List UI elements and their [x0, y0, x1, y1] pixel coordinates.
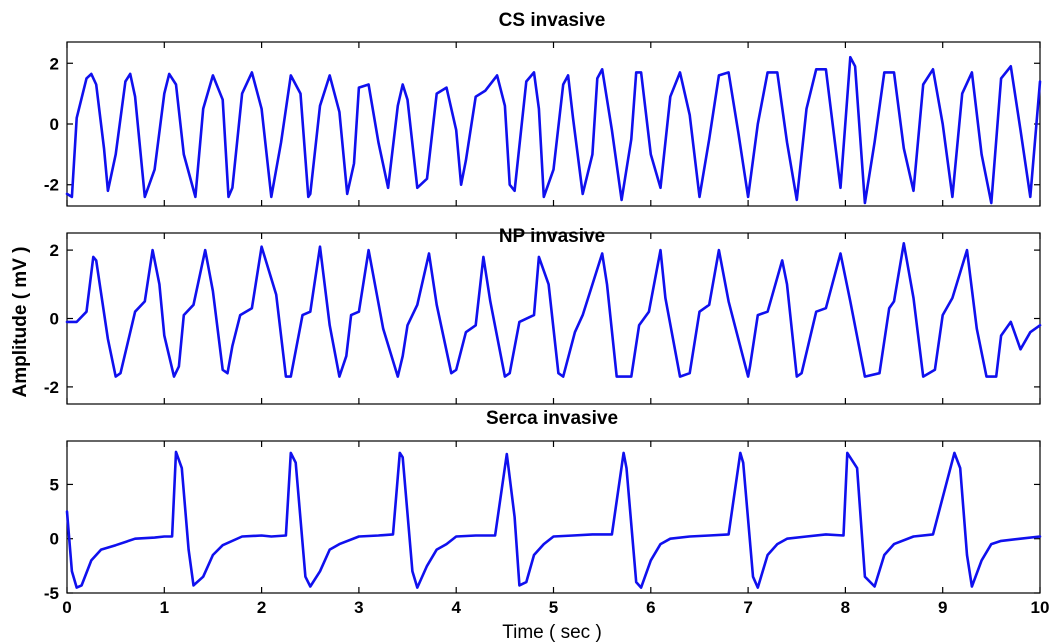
- y-tick-label: -2: [44, 378, 59, 397]
- x-tick-label: 7: [743, 598, 752, 617]
- x-tick-label: 10: [1031, 598, 1050, 617]
- panel-cs-invasive: CS invasive 2 0 -2: [44, 10, 1042, 207]
- y-tick-label: -5: [44, 584, 59, 603]
- panel-serca-invasive: Serca invasive 50-50 1 2 3 4 5 6 7 8 9 10: [44, 408, 1050, 617]
- x-tick-label: 0: [62, 598, 71, 617]
- x-tick-label: 9: [938, 598, 947, 617]
- panel-title-serca: Serca invasive: [486, 408, 618, 429]
- series-line-cs: [65, 55, 1042, 205]
- y-tick-label: -2: [44, 176, 59, 195]
- y-tick-label: 2: [50, 241, 59, 260]
- panel-title-np: NP invasive: [499, 226, 605, 247]
- series-line-np: [65, 242, 1042, 378]
- x-tick-label: 1: [160, 598, 169, 617]
- axes-frame-serca: [66, 440, 1041, 594]
- y-tick-label: 0: [50, 530, 59, 549]
- x-tick-label: 8: [841, 598, 850, 617]
- y-tick-label: 5: [50, 475, 59, 494]
- panel-np-invasive: NP invasive 2 0 -2: [44, 226, 1042, 405]
- x-tick-label: 4: [451, 598, 461, 617]
- y-axis-label: Amplitude ( mV ): [10, 247, 31, 398]
- y-tick-label: 0: [50, 310, 59, 329]
- axes-frame-cs: [66, 41, 1041, 207]
- series-line-serca: [65, 450, 1042, 589]
- x-tick-label: 2: [257, 598, 266, 617]
- x-tick-label: 6: [646, 598, 655, 617]
- x-tick-label: 3: [354, 598, 363, 617]
- x-axis-label: Time ( sec ): [502, 622, 602, 643]
- axis-ticks-np: 2 0 -2: [44, 233, 1041, 404]
- axis-ticks-cs: 2 0 -2: [44, 42, 1041, 206]
- y-tick-label: 0: [50, 115, 59, 134]
- axis-ticks-serca: 50-50 1 2 3 4 5 6 7 8 9 10: [44, 441, 1050, 617]
- panel-title-cs: CS invasive: [499, 10, 606, 31]
- x-tick-label: 5: [549, 598, 558, 617]
- y-tick-label: 2: [50, 54, 59, 73]
